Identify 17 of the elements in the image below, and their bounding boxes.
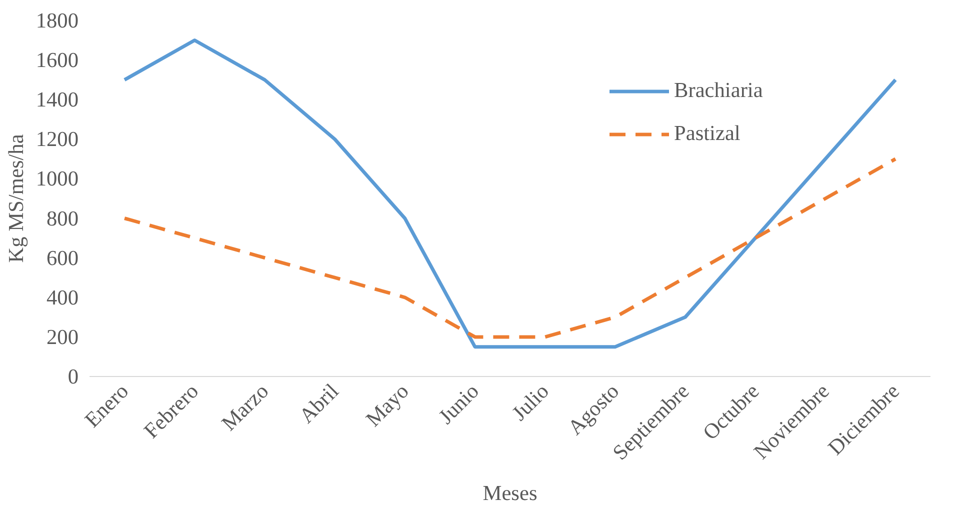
line-series [122, 157, 898, 339]
y-tick-label: 1200 [36, 127, 78, 152]
line-series [122, 38, 898, 349]
y-tick-label: 1000 [36, 166, 78, 191]
legend-label: Pastizal [674, 121, 740, 146]
y-axis-title: Kg MS/mes/ha [4, 134, 28, 263]
y-tick-label: 600 [46, 246, 79, 270]
y-tick-label: 1400 [36, 88, 78, 112]
legend-label: Brachiaria [674, 78, 763, 103]
y-tick-label: 0 [68, 364, 79, 388]
y-tick-label: 400 [46, 285, 79, 310]
x-tick-label: Julio [507, 379, 554, 426]
x-axis-title: Meses [482, 481, 538, 506]
y-tick-label: 1800 [36, 8, 78, 32]
y-tick-label: 1600 [36, 48, 78, 72]
y-tick-label: 800 [46, 206, 79, 230]
y-tick-label: 200 [46, 324, 79, 349]
